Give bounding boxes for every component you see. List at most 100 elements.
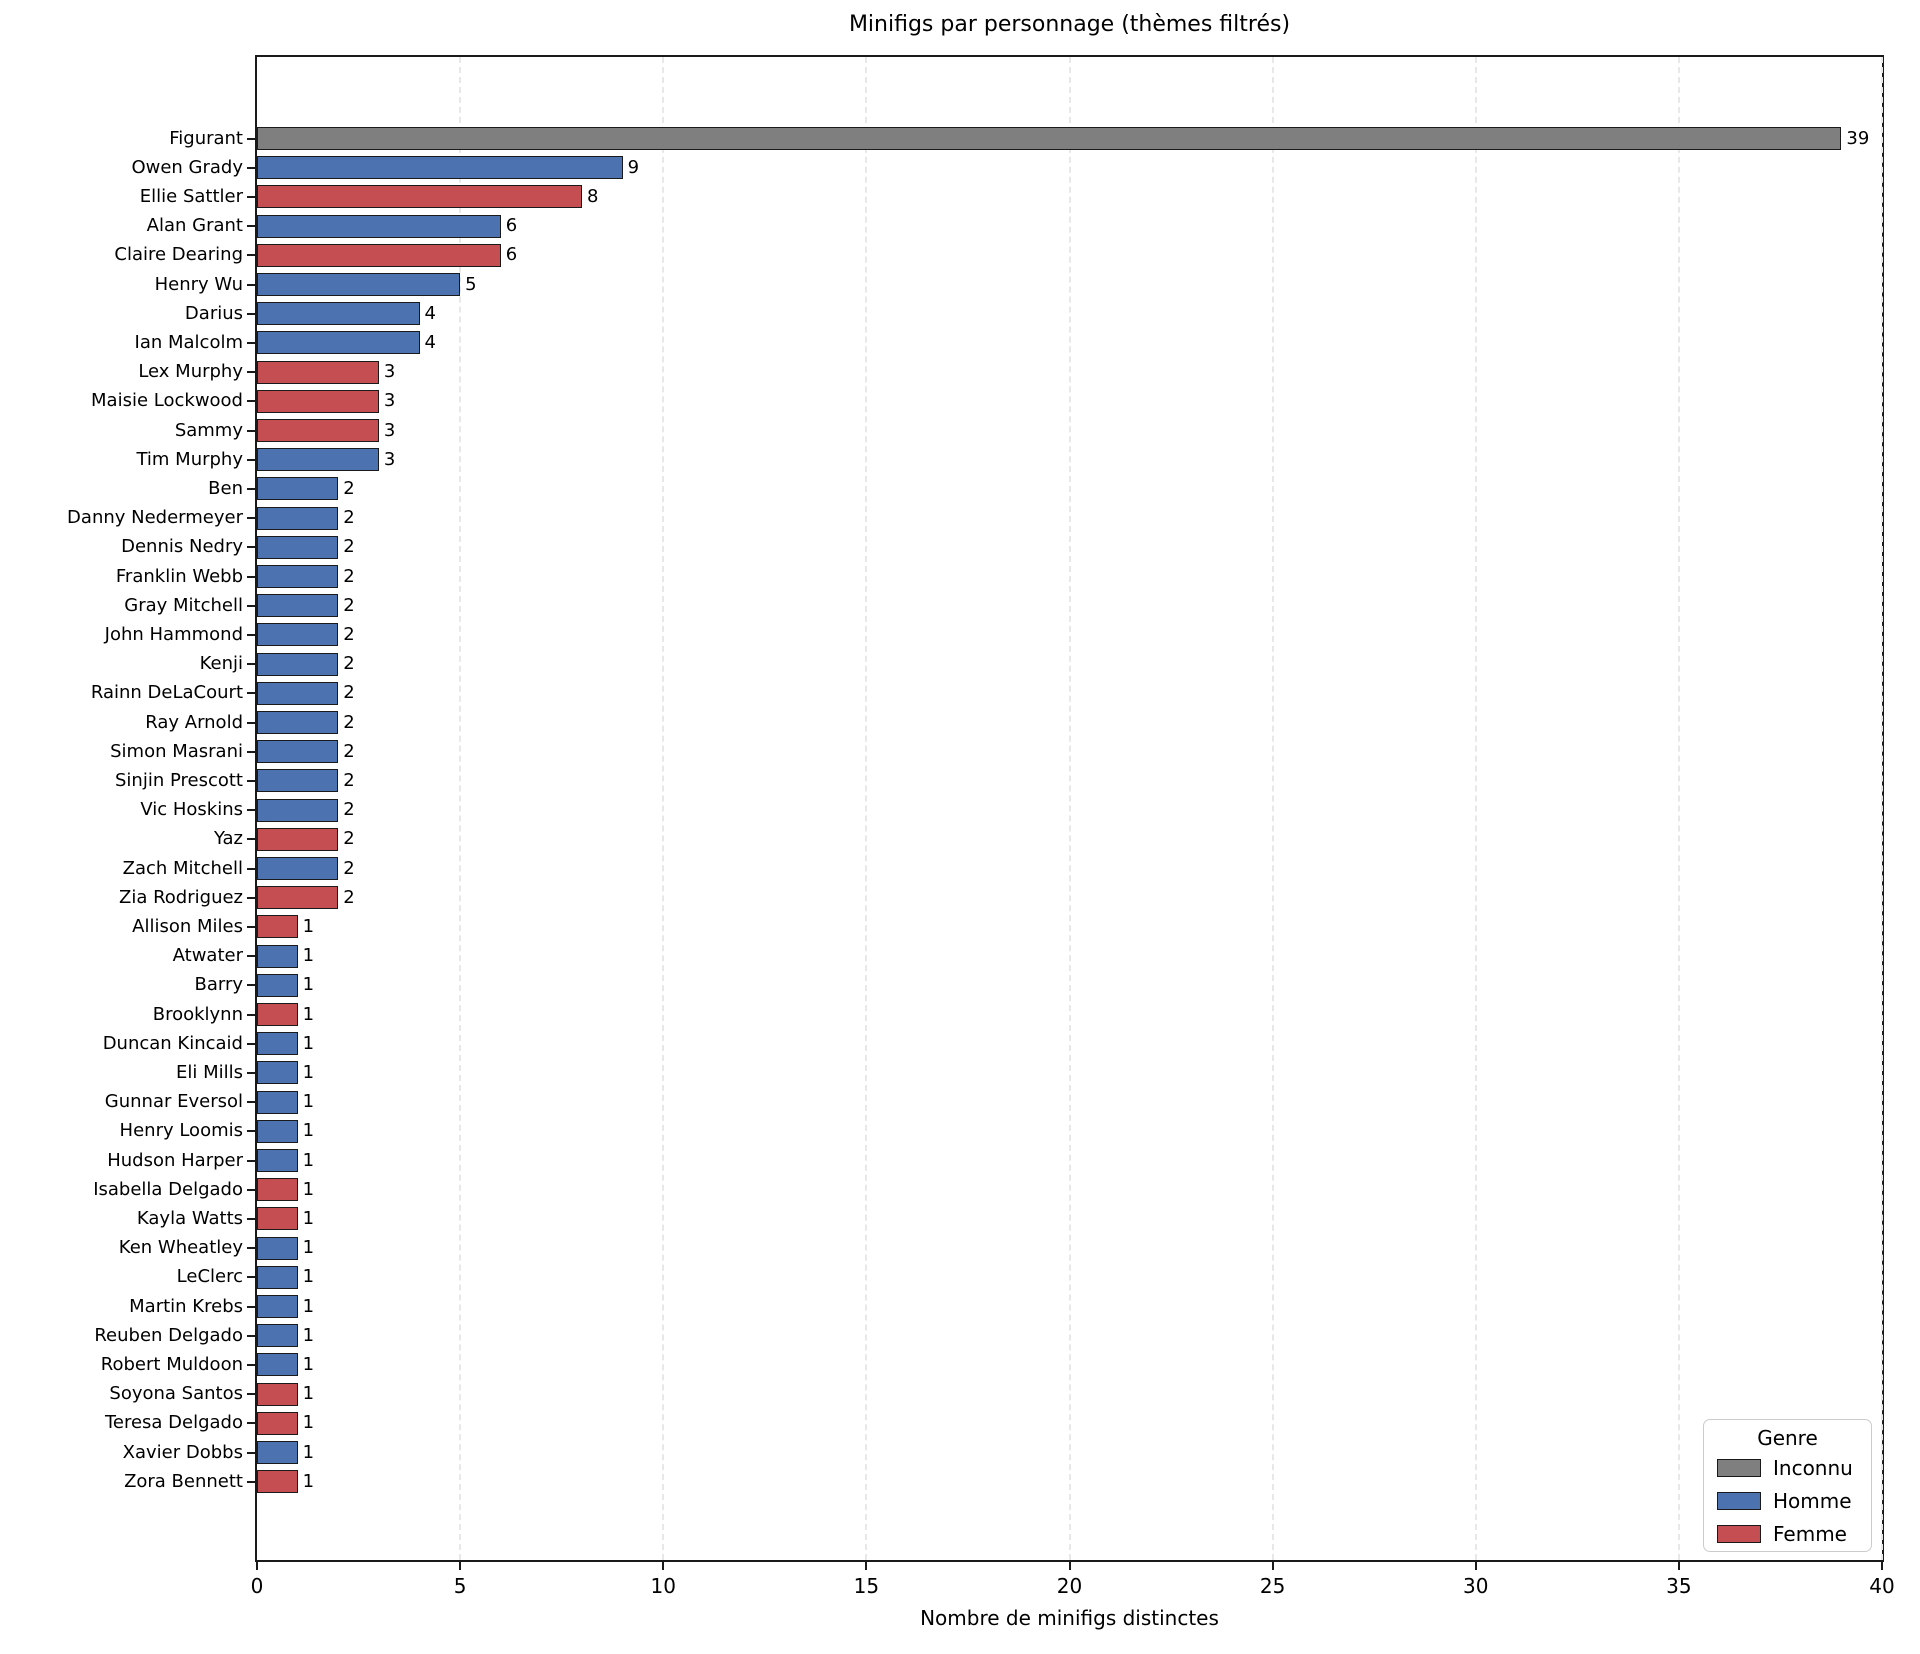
y-tick-label: Ellie Sattler <box>139 185 243 207</box>
y-tick <box>247 195 255 198</box>
gridline <box>1068 57 1071 1560</box>
y-tick-label: Vic Hoskins <box>140 799 243 821</box>
bar <box>257 1353 298 1377</box>
bar <box>257 827 339 851</box>
x-tick <box>1677 1562 1680 1570</box>
bar <box>257 1090 298 1114</box>
bar <box>257 740 339 764</box>
y-tick <box>247 925 255 928</box>
value-label: 1 <box>302 915 315 937</box>
value-label: 39 <box>1846 127 1870 149</box>
bar <box>257 711 339 734</box>
bar <box>257 623 339 647</box>
value-label: 1 <box>302 1091 315 1113</box>
legend-color-patch <box>1717 1524 1761 1543</box>
y-tick <box>247 604 255 607</box>
value-label: 9 <box>627 156 640 178</box>
y-tick-label: Brooklynn <box>152 1003 243 1025</box>
value-label: 4 <box>424 302 436 324</box>
bar <box>257 1003 298 1026</box>
value-label: 4 <box>424 331 436 353</box>
y-tick-label: Kenji <box>199 653 243 675</box>
y-tick <box>247 341 255 344</box>
y-tick <box>247 1276 255 1279</box>
bar <box>257 798 339 822</box>
gridline <box>1881 57 1883 1560</box>
value-label: 3 <box>383 390 396 412</box>
bar <box>257 360 379 384</box>
value-label: 1 <box>302 1237 315 1259</box>
y-tick <box>247 371 255 374</box>
bar <box>257 302 420 326</box>
y-tick-label: Duncan Kincaid <box>102 1032 243 1054</box>
y-tick-label: Zora Bennett <box>124 1470 243 1492</box>
bar <box>257 1382 298 1406</box>
value-label: 1 <box>302 1032 315 1054</box>
y-tick-label: Maisie Lockwood <box>91 390 243 412</box>
bar <box>257 973 298 997</box>
bar <box>257 214 501 238</box>
bar <box>257 681 339 705</box>
y-tick-label: Yaz <box>214 828 243 850</box>
y-tick <box>247 1393 255 1396</box>
y-tick <box>247 1422 255 1425</box>
legend-rows: Inconnu Homme Femme <box>1704 1451 1871 1550</box>
y-tick-label: Xavier Dobbs <box>122 1441 243 1463</box>
y-tick-label: Dennis Nedry <box>121 536 243 558</box>
x-tick <box>662 1562 665 1570</box>
y-tick-label: Tim Murphy <box>136 448 243 470</box>
y-tick <box>247 721 255 724</box>
y-tick-label: Soyona Santos <box>109 1383 243 1405</box>
y-tick-label: Gray Mitchell <box>124 594 243 616</box>
bar <box>257 331 420 355</box>
value-label: 2 <box>343 653 355 675</box>
value-label: 2 <box>343 477 355 499</box>
bar <box>257 535 339 559</box>
x-tick-label: 15 <box>853 1574 880 1598</box>
y-tick-label: Zach Mitchell <box>122 857 243 879</box>
y-tick <box>247 984 255 987</box>
y-tick <box>247 896 255 899</box>
y-tick <box>247 487 255 490</box>
y-tick <box>247 429 255 432</box>
value-label: 2 <box>343 740 355 762</box>
bar <box>257 1061 298 1085</box>
value-label: 1 <box>302 1207 315 1229</box>
y-tick <box>247 517 255 520</box>
bar <box>257 419 379 442</box>
plot-area: 39 9 8 6 6 5 4 4 3 3 3 3 2 2 2 2 2 2 2 2 2 2 2 2 2 2 2 1 1 1 1 1 1 1 1 1 1 1 1… <box>255 55 1884 1562</box>
y-tick-label: Eli Mills <box>175 1061 243 1083</box>
y-tick <box>247 663 255 666</box>
y-tick <box>247 254 255 257</box>
chart-title: Minifigs par personnage (thèmes filtrés) <box>848 12 1291 37</box>
y-tick-label: Claire Dearing <box>114 244 243 266</box>
value-label: 8 <box>587 185 599 207</box>
bar <box>257 886 339 910</box>
y-tick <box>247 867 255 870</box>
value-label: 2 <box>343 857 355 879</box>
y-tick-label: Isabella Delgado <box>93 1178 243 1200</box>
value-label: 6 <box>505 244 518 266</box>
bar <box>257 1207 298 1231</box>
y-tick <box>247 312 255 315</box>
value-label: 2 <box>343 565 355 587</box>
y-tick <box>247 1071 255 1074</box>
legend-label: Homme <box>1773 1488 1852 1513</box>
gridline <box>1677 57 1680 1560</box>
bar <box>257 594 339 618</box>
y-tick-label: Danny Nedermeyer <box>67 507 243 529</box>
gridline <box>662 57 665 1560</box>
bar <box>257 915 298 939</box>
bar <box>257 944 298 968</box>
x-tick-label: 30 <box>1463 1574 1489 1598</box>
y-tick-label: Kayla Watts <box>136 1207 243 1229</box>
x-tick <box>865 1562 868 1570</box>
bar <box>257 1119 298 1143</box>
y-tick-label: Henry Loomis <box>119 1120 243 1142</box>
value-label: 3 <box>383 419 396 441</box>
y-tick-label: Reuben Delgado <box>94 1324 243 1346</box>
y-tick-label: John Hammond <box>104 623 243 645</box>
y-tick <box>247 1159 255 1162</box>
bar <box>257 477 339 501</box>
y-tick <box>247 283 255 286</box>
